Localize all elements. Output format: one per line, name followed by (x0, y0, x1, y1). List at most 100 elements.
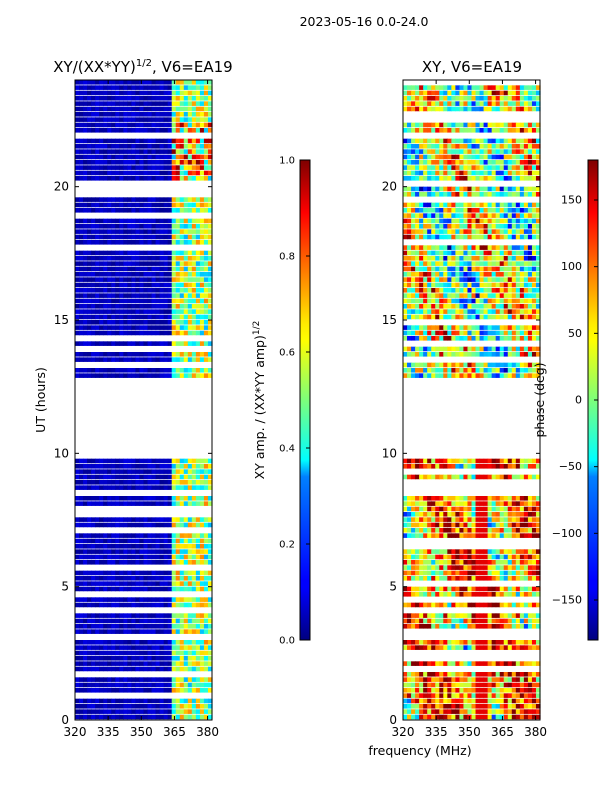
phase-heatmap-cell (463, 272, 469, 277)
phase-heatmap-cell (511, 362, 517, 368)
amplitude-heatmap-cell (179, 368, 185, 373)
amplitude-heatmap-cell (139, 368, 145, 373)
phase-heatmap-cell (507, 346, 513, 352)
amplitude-heatmap-cell (203, 538, 209, 544)
amplitude-heatmap-cell (147, 373, 153, 378)
amplitude-heatmap-cell (199, 560, 205, 565)
amplitude-heatmap-cell (147, 272, 153, 277)
amplitude-heatmap-cell (83, 202, 88, 208)
phase-heatmap-cell (491, 160, 497, 165)
phase-heatmap-cell (519, 266, 525, 272)
amplitude-heatmap-cell (135, 464, 141, 469)
amplitude-heatmap-cell (139, 240, 145, 245)
amplitude-heatmap-cell (83, 597, 88, 602)
amplitude-heatmap-cell (163, 250, 169, 256)
amplitude-heatmap-cell (159, 266, 165, 272)
amplitude-heatmap-cell (75, 688, 80, 693)
amplitude-heatmap-cell (91, 645, 96, 650)
phase-heatmap-cell (471, 245, 477, 250)
phase-heatmap-cell (467, 224, 473, 229)
amplitude-heatmap-cell (179, 234, 185, 240)
amplitude-heatmap-cell (83, 496, 88, 501)
phase-heatmap-cell (435, 325, 440, 330)
amplitude-heatmap-cell (79, 149, 84, 154)
amplitude-heatmap-cell (107, 256, 112, 261)
amplitude-heatmap-cell (179, 597, 185, 602)
phase-heatmap-cell (439, 309, 444, 314)
amplitude-heatmap-cell (199, 218, 205, 224)
phase-heatmap-cell (415, 245, 420, 250)
amplitude-heatmap-cell (131, 202, 137, 208)
amplitude-heatmap-cell (203, 160, 209, 165)
phase-heatmap-cell (423, 549, 428, 554)
amplitude-heatmap-cell (79, 80, 84, 85)
phase-heatmap-cell (459, 528, 465, 533)
phase-heatmap-cell (487, 192, 493, 197)
amplitude-heatmap-cell (159, 314, 165, 320)
phase-heatmap-cell (515, 192, 521, 197)
phase-heatmap-cell (487, 165, 493, 170)
amplitude-heatmap-cell (91, 704, 96, 709)
phase-heatmap-cell (503, 298, 509, 304)
amplitude-heatmap-cell (127, 474, 133, 480)
amplitude-heatmap-cell (179, 261, 185, 266)
amplitude-heatmap-cell (171, 298, 177, 304)
amplitude-heatmap-cell (135, 224, 141, 229)
amplitude-heatmap-cell (171, 704, 177, 709)
phase-heatmap-cell (515, 533, 521, 538)
amplitude-heatmap-cell (147, 218, 153, 224)
amplitude-heatmap-cell (175, 304, 181, 309)
amplitude-heatmap-cell (187, 373, 193, 378)
phase-heatmap-cell (459, 506, 465, 512)
phase-heatmap-cell (407, 352, 412, 357)
amplitude-heatmap-cell (203, 698, 209, 704)
phase-heatmap-cell (407, 170, 412, 176)
phase-heatmap-cell (535, 373, 541, 378)
phase-heatmap-cell (451, 234, 456, 240)
amplitude-heatmap-cell (195, 597, 201, 602)
amplitude-heatmap-cell (187, 197, 193, 202)
phase-heatmap-cell (423, 533, 428, 538)
amplitude-heatmap-cell (187, 613, 193, 618)
amplitude-heatmap-cell (155, 469, 161, 474)
phase-heatmap-cell (491, 245, 497, 250)
phase-heatmap-cell (483, 554, 489, 560)
amplitude-heatmap-cell (139, 458, 145, 464)
phase-heatmap-cell (499, 234, 505, 240)
phase-heatmap-cell (451, 522, 456, 528)
amplitude-heatmap-cell (111, 325, 116, 330)
amplitude-heatmap-cell (91, 485, 96, 490)
amplitude-heatmap-cell (187, 101, 193, 106)
amplitude-heatmap-cell (147, 149, 153, 154)
amplitude-heatmap-cell (79, 256, 84, 261)
amplitude-heatmap-cell (143, 122, 149, 128)
amplitude-heatmap-cell (195, 106, 201, 112)
amplitude-heatmap-cell (99, 320, 104, 325)
phase-heatmap-cell (523, 186, 529, 192)
amplitude-heatmap-cell (115, 549, 120, 554)
phase-heatmap-cell (535, 314, 541, 320)
amplitude-heatmap-cell (151, 112, 157, 117)
amplitude-heatmap-cell (179, 96, 185, 101)
amplitude-heatmap-cell (75, 341, 80, 346)
phase-heatmap-cell (435, 368, 440, 373)
phase-heatmap-cell (527, 517, 533, 522)
phase-heatmap-cell (435, 298, 440, 304)
amplitude-heatmap-cell (115, 352, 120, 357)
amplitude-heatmap-cell (207, 229, 213, 234)
amplitude-heatmap-cell (151, 533, 157, 538)
amplitude-heatmap-cell (159, 666, 165, 672)
amplitude-heatmap-cell (187, 298, 193, 304)
phase-heatmap-cell (503, 522, 509, 528)
amplitude-heatmap-cell (155, 656, 161, 661)
amplitude-heatmap-cell (107, 469, 112, 474)
amplitude-heatmap-cell (75, 85, 80, 90)
amplitude-heatmap-cell (139, 661, 145, 666)
amplitude-heatmap-cell (207, 250, 213, 256)
phase-heatmap-cell (439, 277, 444, 282)
phase-heatmap-cell (451, 144, 456, 149)
phase-heatmap-cell (439, 261, 444, 266)
phase-heatmap-cell (519, 314, 525, 320)
amplitude-heatmap-cell (103, 96, 108, 101)
phase-heatmap-cell (431, 218, 436, 224)
